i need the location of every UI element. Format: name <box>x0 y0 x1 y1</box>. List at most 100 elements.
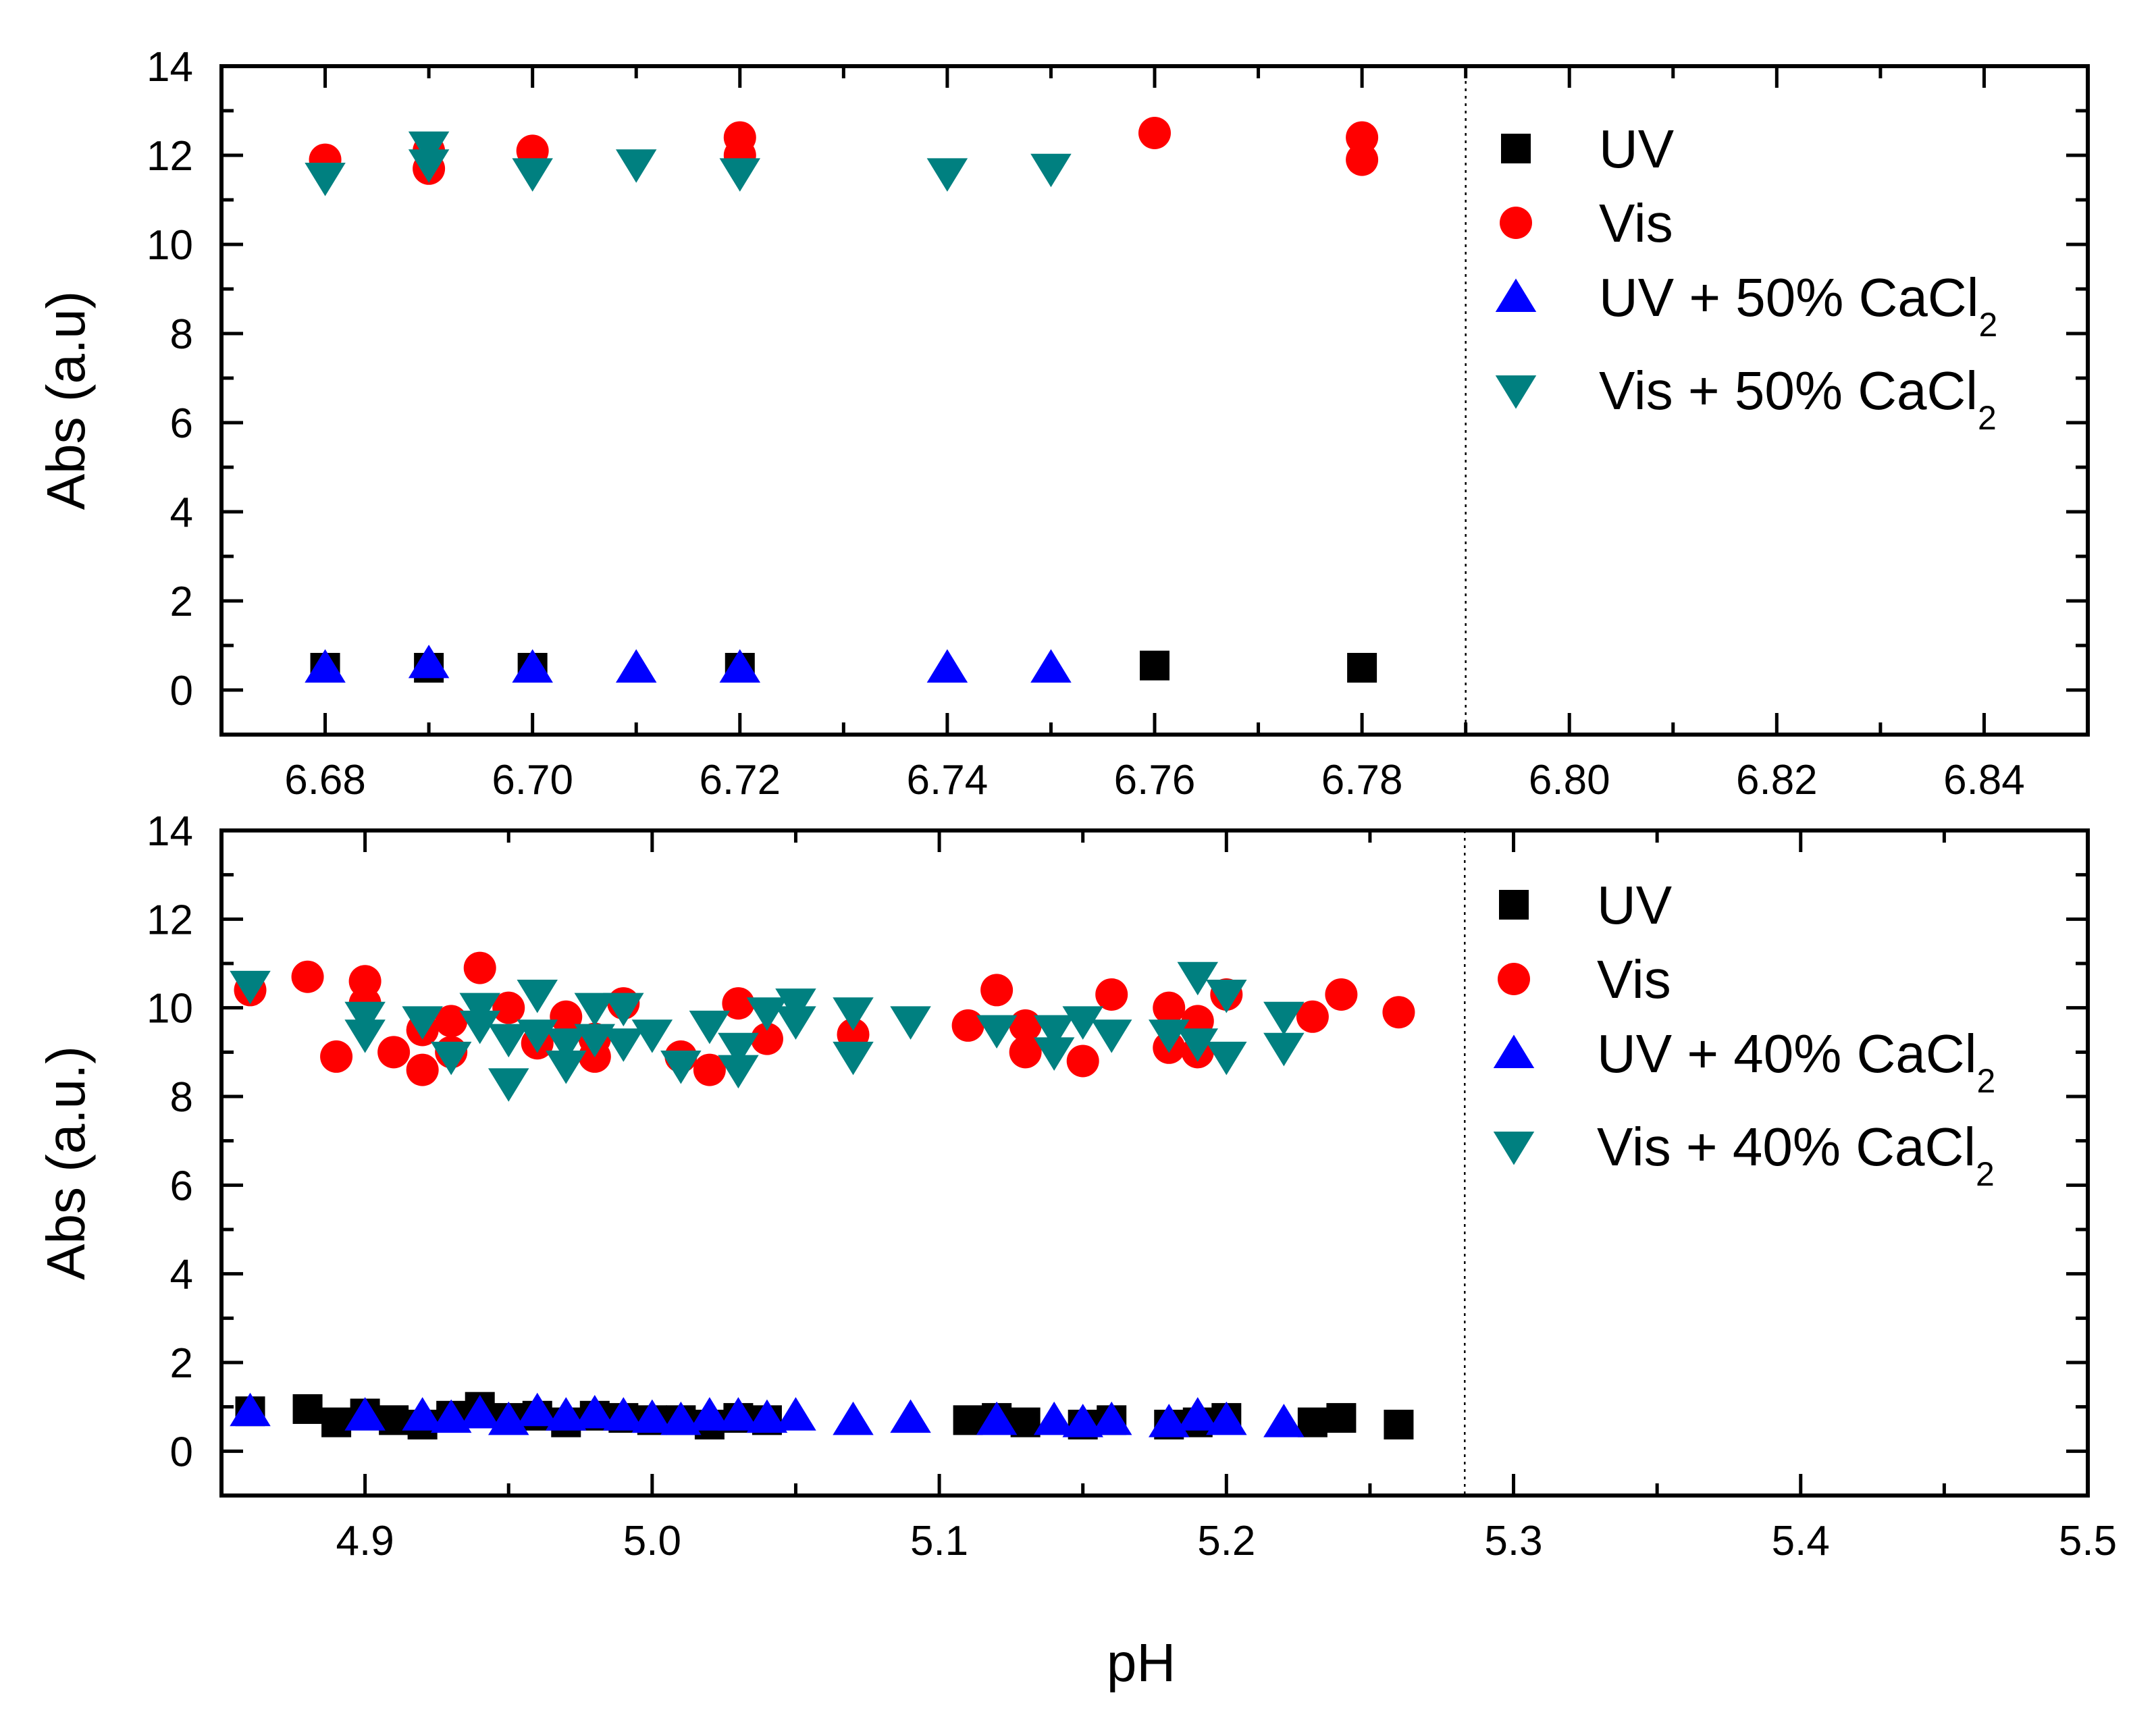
y-tick-label: 8 <box>170 311 193 358</box>
x-tick-label: 5.4 <box>1772 1518 1830 1564</box>
data-point <box>1347 653 1377 683</box>
data-point <box>430 1399 472 1433</box>
data-point <box>408 644 450 679</box>
data-point <box>1346 143 1379 176</box>
data-point <box>718 1032 759 1067</box>
series-triangle-down <box>230 961 1305 1102</box>
data-point <box>230 1392 271 1427</box>
data-point <box>344 1020 386 1053</box>
data-point <box>1030 153 1072 188</box>
series-square <box>310 650 1377 683</box>
data-point <box>550 1000 583 1033</box>
data-point <box>517 979 558 1013</box>
y-tick-label: 0 <box>170 1429 193 1475</box>
legend-subscript: 2 <box>1978 306 1997 344</box>
legend-label: Vis <box>1597 949 1671 1009</box>
data-point <box>463 951 496 984</box>
y-tick-label: 2 <box>170 579 193 625</box>
data-point <box>546 1028 587 1062</box>
data-point <box>603 1397 644 1431</box>
y-tick-label: 12 <box>147 133 193 180</box>
data-point <box>546 1397 587 1431</box>
y-tick-label: 12 <box>147 897 193 943</box>
data-point <box>320 1040 353 1073</box>
data-point <box>890 1006 931 1040</box>
legend-label: UV + 50% CaCl2 <box>1599 267 1997 344</box>
y-tick-label: 2 <box>170 1340 193 1387</box>
data-point <box>574 1024 616 1058</box>
data-point <box>1153 991 1186 1024</box>
bottom-panel: 4.9 5.0 5.1 5.2 5.3 5.4 5.5 0 2 4 6 8 10 12 14 Abs (a.u… <box>36 808 2117 1693</box>
x-axis-label: pH <box>1107 1633 1176 1693</box>
x-tick-label: 6.70 <box>492 757 573 803</box>
legend-subscript: 2 <box>1978 399 1997 437</box>
data-point <box>718 1397 759 1431</box>
data-point <box>1062 1404 1103 1437</box>
data-point <box>689 1397 731 1431</box>
x-tick-label: 5.3 <box>1484 1518 1542 1564</box>
y-tick-label: 6 <box>170 1163 193 1209</box>
data-point <box>1206 1401 1247 1435</box>
data-point <box>833 997 874 1031</box>
data-point <box>1095 978 1128 1011</box>
plot-frame <box>219 828 2090 1498</box>
legend-label: Vis + 50% CaCl2 <box>1599 361 1997 437</box>
y-axis-label: Abs (a.u) <box>36 291 96 510</box>
legend-label: Vis <box>1599 193 1673 253</box>
data-point <box>603 1028 644 1062</box>
legend: UV Vis UV + 50% CaCl2 Vis + 50% CaCl2 <box>1495 119 1997 437</box>
data-point <box>430 1041 472 1076</box>
series-circle <box>309 117 1379 185</box>
data-point <box>1009 1009 1042 1042</box>
legend-subscript: 2 <box>1976 1062 1995 1100</box>
data-point <box>1346 121 1379 154</box>
data-point <box>1296 1000 1329 1033</box>
series-triangle-up <box>305 644 1072 683</box>
data-point <box>1140 650 1169 681</box>
data-point <box>615 649 657 683</box>
data-point <box>1177 961 1219 996</box>
series-triangle-down <box>305 131 1072 196</box>
data-point <box>1138 117 1171 149</box>
data-point <box>435 1005 468 1038</box>
y-tick-label: 8 <box>170 1074 193 1121</box>
data-point <box>775 1006 816 1040</box>
data-point <box>1297 1407 1327 1437</box>
data-point <box>488 1068 529 1102</box>
x-tick-label: 4.9 <box>336 1518 394 1564</box>
data-point <box>344 1397 386 1431</box>
data-point <box>546 1051 587 1084</box>
data-point <box>1149 1020 1190 1053</box>
data-point <box>953 1405 983 1435</box>
data-point <box>1090 1020 1132 1053</box>
legend-label: UV <box>1599 119 1675 179</box>
data-point <box>1177 1397 1219 1431</box>
data-point <box>1009 1036 1042 1069</box>
x-tick-label: 6.78 <box>1321 757 1403 803</box>
data-point <box>603 993 644 1027</box>
y-tick-label: 10 <box>147 986 193 1032</box>
legend-subscript: 2 <box>1976 1155 1995 1193</box>
data-point <box>631 1399 673 1433</box>
y-axis-label: Abs (a.u.) <box>36 1046 96 1280</box>
data-point <box>230 970 271 1005</box>
data-point <box>344 1001 386 1036</box>
data-point <box>976 1015 1018 1049</box>
data-point <box>1263 1404 1305 1437</box>
legend-marker <box>1500 207 1532 239</box>
data-point <box>976 1401 1018 1435</box>
data-point <box>512 158 553 192</box>
x-tick-label: 5.0 <box>623 1518 681 1564</box>
data-point <box>1030 649 1072 683</box>
y-tick-label: 4 <box>170 490 193 536</box>
x-tick-label: 6.76 <box>1114 757 1196 803</box>
series-triangle-up <box>230 1392 1305 1437</box>
data-point <box>746 997 788 1031</box>
data-point <box>926 649 968 683</box>
data-point <box>1177 1028 1219 1062</box>
data-point <box>1033 1015 1075 1049</box>
legend-marker <box>1495 375 1537 409</box>
y-tick-label: 4 <box>170 1252 193 1298</box>
data-point <box>574 993 616 1027</box>
